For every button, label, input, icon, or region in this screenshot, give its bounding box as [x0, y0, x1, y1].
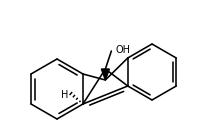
- Text: H: H: [60, 90, 68, 100]
- Text: OH: OH: [115, 45, 130, 55]
- Polygon shape: [101, 69, 109, 80]
